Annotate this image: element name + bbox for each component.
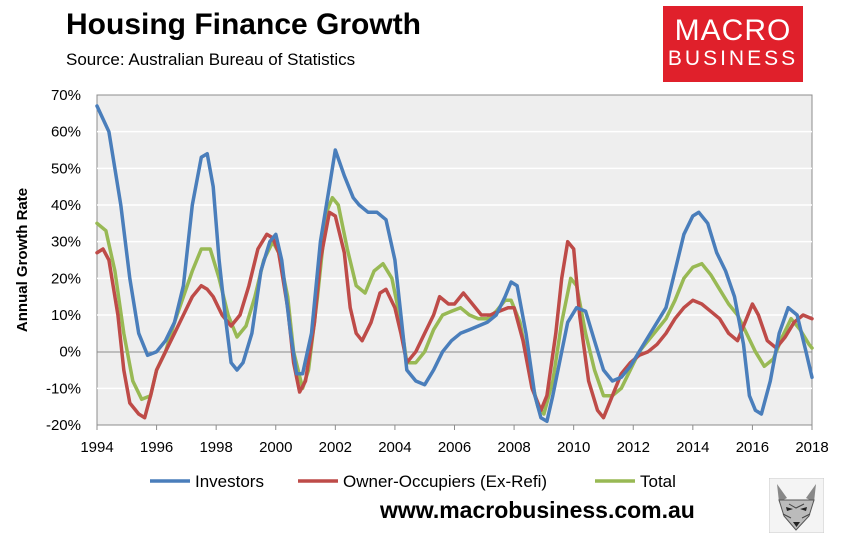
- x-tick-label: 1998: [199, 439, 232, 456]
- chart-title: Housing Finance Growth: [66, 8, 422, 41]
- legend-label-owner-occupiers: Owner-Occupiers (Ex-Refi): [343, 472, 547, 491]
- x-tick-label: 2010: [557, 439, 590, 456]
- y-tick-label: 40%: [51, 197, 81, 214]
- legend: Investors Owner-Occupiers (Ex-Refi) Total: [150, 472, 676, 491]
- x-tick-label: 2016: [736, 439, 769, 456]
- x-tick-label: 1996: [140, 439, 173, 456]
- x-tick-label: 2006: [438, 439, 471, 456]
- y-tick-label: -10%: [46, 380, 81, 397]
- series-lines: [95, 104, 814, 424]
- x-tick-label: 2002: [319, 439, 352, 456]
- chart-source: Source: Australian Bureau of Statistics: [66, 50, 356, 69]
- logo-line-1: MACRO: [674, 14, 792, 47]
- x-tick-label: 1994: [80, 439, 113, 456]
- y-tick-label: -20%: [46, 417, 81, 434]
- plot-area: [96, 94, 813, 426]
- x-axis-ticks: 1994 1996 1998 2000 2002 2004 2006 2008 2010 2012…: [80, 425, 829, 456]
- macrobusiness-logo: MACRO BUSINESS: [663, 6, 803, 82]
- series-line-total: [95, 195, 814, 416]
- x-tick-label: 2008: [497, 439, 530, 456]
- series-line-owner-occupiers: [95, 210, 814, 420]
- y-axis-ticks: 70% 60% 50% 40% 30% 20% 10% 0% -10% -20%: [46, 87, 81, 434]
- fox-mascot-icon: [769, 478, 824, 533]
- x-tick-label: 2000: [259, 439, 292, 456]
- y-tick-label: 30%: [51, 234, 81, 251]
- logo-line-2: BUSINESS: [667, 47, 799, 70]
- x-tick-label: 2004: [378, 439, 411, 456]
- gridlines: [97, 130, 812, 390]
- x-tick-label: 2012: [617, 439, 650, 456]
- legend-label-investors: Investors: [195, 472, 264, 491]
- y-tick-label: 10%: [51, 307, 81, 324]
- x-tick-label: 2014: [676, 439, 709, 456]
- y-tick-label: 60%: [51, 124, 81, 141]
- y-tick-label: 70%: [51, 87, 81, 104]
- series-line-investors: [95, 104, 814, 424]
- y-tick-label: 20%: [51, 270, 81, 287]
- y-tick-label: 0%: [59, 344, 81, 361]
- y-axis-label: Annual Growth Rate: [14, 188, 31, 332]
- y-tick-label: 50%: [51, 160, 81, 177]
- x-tick-label: 2018: [795, 439, 828, 456]
- legend-label-total: Total: [640, 472, 676, 491]
- website-url: www.macrobusiness.com.au: [380, 497, 695, 523]
